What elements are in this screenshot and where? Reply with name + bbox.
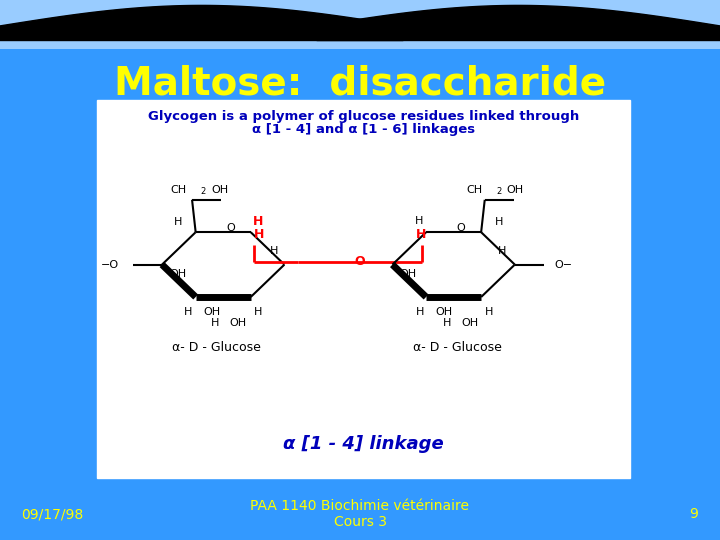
Text: α [1 - 4] linkage: α [1 - 4] linkage <box>283 435 444 453</box>
Text: H: H <box>254 307 263 317</box>
Text: OH: OH <box>400 269 417 279</box>
Text: 09/17/98: 09/17/98 <box>22 507 84 521</box>
Text: α- D - Glucose: α- D - Glucose <box>171 341 261 354</box>
Text: Maltose:  disaccharide: Maltose: disaccharide <box>114 65 606 103</box>
Text: Glycogen is a polymer of glucose residues linked through: Glycogen is a polymer of glucose residue… <box>148 110 579 123</box>
Text: O−: O− <box>554 260 572 269</box>
Text: H: H <box>443 318 451 328</box>
Text: H: H <box>416 228 426 241</box>
Text: CH: CH <box>170 185 186 195</box>
Text: CH: CH <box>467 185 482 195</box>
Text: OH: OH <box>169 269 186 279</box>
Text: H: H <box>253 215 263 228</box>
Text: 2: 2 <box>201 187 206 196</box>
Text: OH: OH <box>461 318 478 328</box>
Text: H: H <box>269 246 278 256</box>
Text: −O: −O <box>101 260 119 269</box>
Bar <box>97 100 630 478</box>
Polygon shape <box>0 5 403 40</box>
Text: OH: OH <box>203 307 220 317</box>
Text: 9: 9 <box>690 507 698 521</box>
Text: PAA 1140 Biochimie vétérinaire
Cours 3: PAA 1140 Biochimie vétérinaire Cours 3 <box>251 499 469 529</box>
Text: H: H <box>254 228 264 241</box>
Text: H: H <box>498 246 506 256</box>
Bar <box>0 0 720 49</box>
Polygon shape <box>317 5 720 40</box>
Text: α- D - Glucose: α- D - Glucose <box>413 341 502 354</box>
Text: H: H <box>495 218 503 227</box>
Text: H: H <box>415 217 423 226</box>
Text: H: H <box>416 307 425 317</box>
Text: O: O <box>456 224 465 233</box>
Text: 2: 2 <box>496 187 502 196</box>
Text: O: O <box>355 255 365 268</box>
Text: H: H <box>184 307 193 317</box>
Text: OH: OH <box>436 307 453 317</box>
Text: H: H <box>485 307 493 317</box>
Text: OH: OH <box>229 318 246 328</box>
Text: OH: OH <box>506 185 523 195</box>
Text: H: H <box>174 218 182 227</box>
Text: α [1 - 4] and α [1 - 6] linkages: α [1 - 4] and α [1 - 6] linkages <box>252 123 475 136</box>
Text: H: H <box>211 318 220 328</box>
Text: OH: OH <box>212 185 229 195</box>
Text: O: O <box>226 224 235 233</box>
